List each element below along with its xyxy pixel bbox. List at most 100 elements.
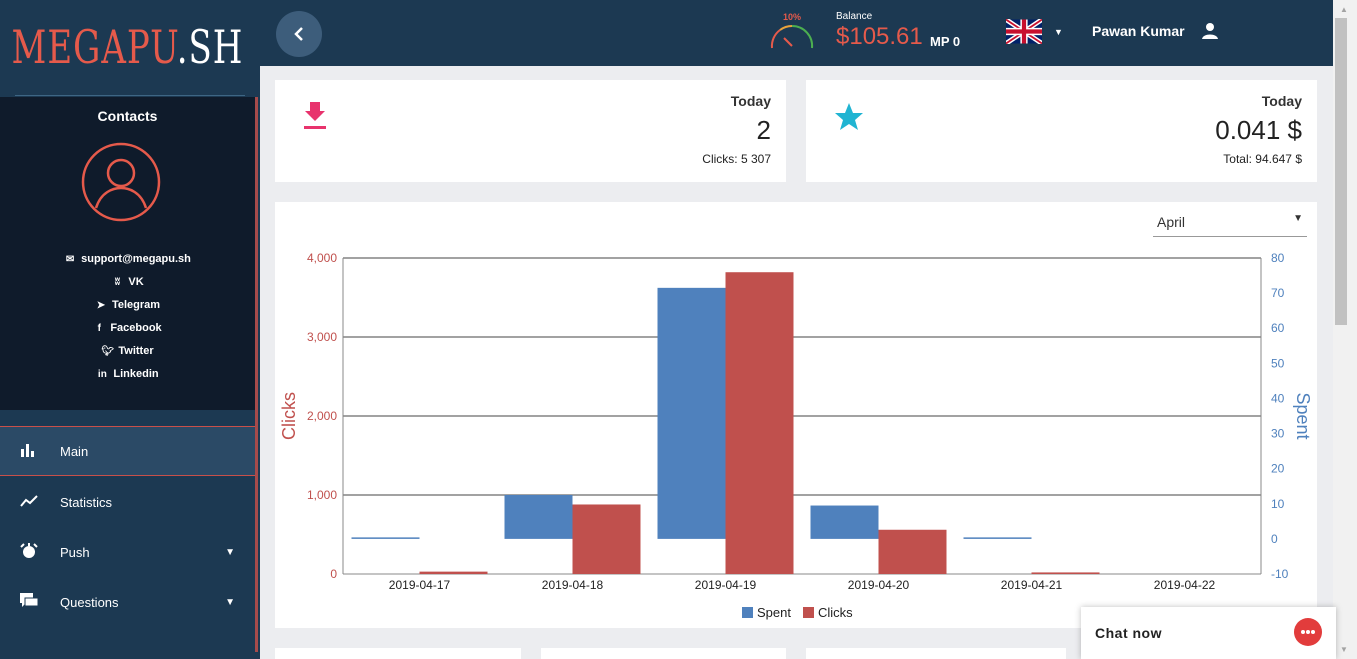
nav-item-questions[interactable]: Questions ▼: [0, 577, 255, 627]
month-select-value: April: [1157, 214, 1186, 230]
back-button[interactable]: [276, 11, 322, 57]
uk-flag-icon[interactable]: [1004, 17, 1044, 46]
x-tick-label: 2019-04-18: [542, 578, 604, 592]
page-scrollbar[interactable]: ▲ ▼: [1333, 0, 1357, 659]
spent-card-period: Today: [1261, 93, 1302, 109]
clicks-bar: [878, 529, 947, 574]
linkedin-icon: in: [97, 368, 107, 380]
spent-bar: [963, 537, 1032, 539]
contacts-title: Contacts: [97, 108, 158, 124]
x-tick-label: 2019-04-22: [1154, 578, 1216, 592]
y2-tick-label: 40: [1271, 391, 1285, 405]
scroll-down-arrow-icon[interactable]: ▼: [1340, 645, 1348, 654]
contact-facebook-link[interactable]: f Facebook: [0, 322, 255, 334]
y2-tick-label: 70: [1271, 286, 1285, 300]
logo-text-right: .SH: [176, 21, 244, 75]
spent-card-total: Total: 94.647 $: [1223, 152, 1302, 166]
user-icon[interactable]: [1201, 22, 1219, 40]
clicks-bar: [572, 504, 641, 574]
user-avatar-icon: [81, 142, 161, 222]
spent-card-value: 0.041 $: [1215, 115, 1302, 145]
balance-gauge: 10%: [768, 12, 816, 52]
chat-label: Chat now: [1095, 625, 1162, 641]
contact-linkedin-link[interactable]: in Linkedin: [0, 368, 255, 380]
bottom-card-2: [541, 648, 786, 659]
y2-tick-label: 10: [1271, 497, 1285, 511]
gauge-percent: 10%: [782, 12, 801, 22]
y-tick-label: 1,000: [307, 488, 337, 502]
twitter-icon: 🐦︎: [101, 345, 115, 357]
balance-label: Balance: [836, 11, 873, 22]
language-caret-icon[interactable]: ▼: [1054, 27, 1063, 37]
y2-tick-label: 60: [1271, 321, 1285, 335]
x-tick-label: 2019-04-19: [695, 578, 757, 592]
y2-axis-label: Spent: [1293, 392, 1313, 439]
contact-email-link[interactable]: ✉ support@megapu.sh: [0, 253, 255, 265]
logo-divider: [15, 95, 245, 96]
y2-tick-label: -10: [1271, 567, 1289, 581]
nav-item-main[interactable]: Main: [0, 426, 255, 476]
y-tick-label: 3,000: [307, 330, 337, 344]
download-icon: [303, 102, 327, 135]
y-tick-label: 2,000: [307, 409, 337, 423]
contact-twitter-label: Twitter: [118, 345, 154, 357]
clicks-card-period: Today: [730, 93, 771, 109]
y2-tick-label: 0: [1271, 532, 1278, 546]
clicks-today-card: Today 2 Clicks: 5 307: [275, 80, 786, 182]
bar-chart-icon: [0, 443, 60, 460]
user-name[interactable]: Pawan Kumar: [1092, 23, 1185, 39]
bottom-card-3: [806, 648, 1066, 659]
contact-vk-link[interactable]: ʬ VK: [0, 276, 255, 288]
contact-twitter-link[interactable]: 🐦︎ Twitter: [0, 345, 255, 357]
y2-tick-label: 30: [1271, 427, 1285, 441]
chevron-down-icon: ▼: [1293, 213, 1303, 224]
y-tick-label: 4,000: [307, 251, 337, 265]
chat-widget[interactable]: Chat now: [1081, 607, 1336, 659]
star-icon: [834, 102, 864, 137]
contact-vk-label: VK: [128, 276, 144, 288]
spent-bar: [504, 495, 573, 539]
spent-today-card: Today 0.041 $ Total: 94.647 $: [806, 80, 1317, 182]
logo-text-left: MEGAPU: [11, 21, 177, 75]
chat-bubble-icon[interactable]: [1294, 618, 1322, 646]
alarm-icon: [0, 542, 60, 562]
contact-telegram-label: Telegram: [111, 299, 161, 311]
x-tick-label: 2019-04-20: [848, 578, 910, 592]
chevron-down-icon: ▼: [225, 546, 235, 558]
clicks-spent-chart: 0 1,000 2,000 3,000 4,000 -10 0 10 20 30 40 50 60 70 8…: [279, 251, 1313, 620]
spent-bar: [351, 537, 420, 539]
nav-item-statistics[interactable]: Statistics: [0, 477, 255, 527]
nav-item-questions-label: Questions: [60, 594, 119, 610]
nav-item-push[interactable]: Push ▼: [0, 527, 255, 577]
contact-linkedin-label: Linkedin: [113, 368, 159, 380]
mp-value: MP 0: [930, 34, 961, 49]
scroll-thumb[interactable]: [1335, 18, 1347, 325]
chat-bubbles-icon: [0, 592, 60, 612]
telegram-icon: ➤: [96, 299, 106, 311]
chart-card: April ▼ 0 1,000 2,000 3,000 4,000 -10 0 10 20 30 4…: [275, 202, 1317, 628]
y-axis-label: Clicks: [279, 392, 299, 440]
nav-item-main-label: Main: [60, 443, 89, 459]
contact-facebook-label: Facebook: [110, 322, 162, 334]
nav-item-push-label: Push: [60, 544, 90, 560]
top-bar: 10% Balance $105.61 MP 0 ▼ Pawan Kumar: [260, 0, 1333, 66]
contacts-panel: Contacts ✉ support@megapu.sh ʬ VK ➤ Telegra…: [0, 97, 255, 410]
contact-telegram-link[interactable]: ➤ Telegram: [0, 299, 255, 311]
balance-value: $105.61: [836, 23, 923, 50]
legend-clicks-label: Clicks: [818, 605, 853, 620]
spent-bar: [810, 505, 879, 539]
envelope-icon: ✉: [65, 253, 75, 265]
scroll-up-arrow-icon[interactable]: ▲: [1340, 5, 1348, 14]
y2-tick-label: 80: [1271, 251, 1285, 265]
y2-tick-label: 20: [1271, 462, 1285, 476]
logo[interactable]: MEGAPU.SH: [0, 0, 255, 96]
clicks-bar: [419, 571, 488, 574]
clicks-bar: [725, 272, 794, 574]
spent-bar: [657, 287, 726, 539]
legend-spent-label: Spent: [757, 605, 791, 620]
sidebar-scrollbar[interactable]: [255, 97, 258, 652]
chevron-down-icon: ▼: [225, 596, 235, 608]
y-tick-label: 0: [330, 567, 337, 581]
month-select[interactable]: April ▼: [1153, 209, 1307, 237]
